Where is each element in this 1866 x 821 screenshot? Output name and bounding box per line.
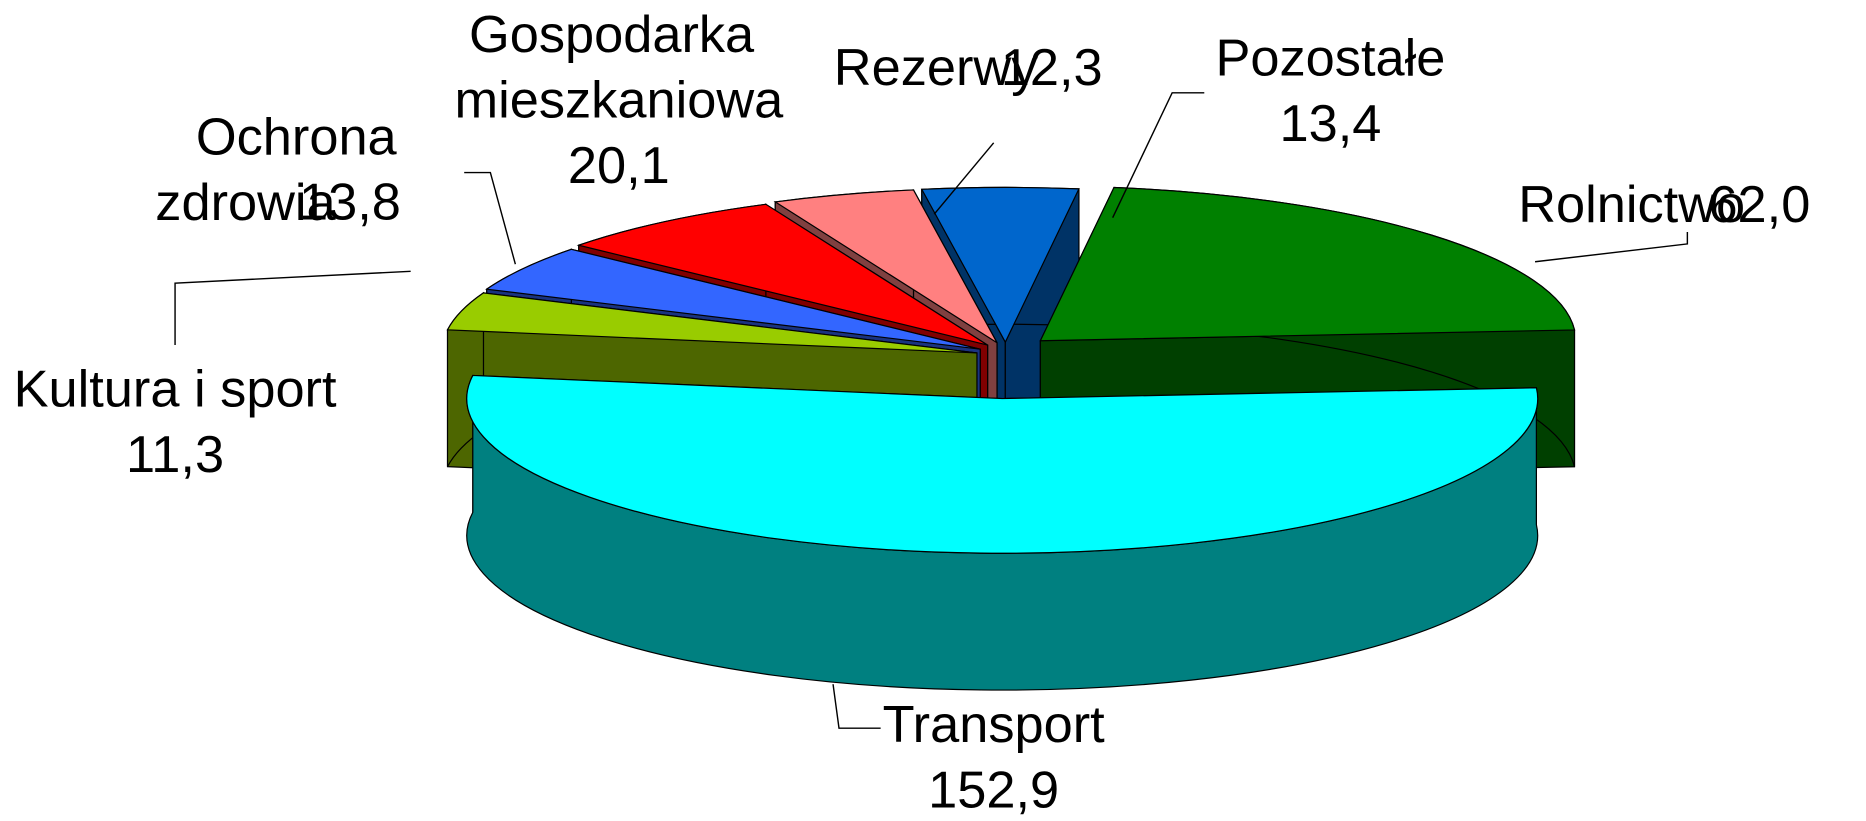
slice-top <box>485 248 981 350</box>
value-label: 13,4 <box>1279 95 1381 153</box>
slice-label: Pozostałe <box>1215 30 1445 88</box>
slice-label: Rezerwy <box>834 39 1038 97</box>
slice-label: Gospodarka mieszkaniowa <box>455 6 785 129</box>
leader-line <box>933 142 995 215</box>
value-label: 13,8 <box>299 174 401 232</box>
label-line: zdrowia <box>155 174 336 232</box>
label-line: mieszkaniowa <box>455 71 785 129</box>
leader-line <box>174 270 411 346</box>
label-line: Gospodarka <box>469 6 769 64</box>
slice-label: Kultura i sport <box>14 360 337 418</box>
value-label: 152,9 <box>928 761 1059 819</box>
slice-label: Rolnictwo <box>1518 176 1745 234</box>
slice-label: Ochrona zdrowia <box>155 108 411 231</box>
leader-line <box>1112 92 1205 219</box>
slice-top <box>466 374 1539 554</box>
slice-top <box>446 292 978 354</box>
slice-label: Transport <box>883 696 1106 754</box>
slice <box>466 374 1539 691</box>
slice-top <box>920 186 1080 344</box>
slice-top <box>773 189 998 344</box>
value-label: 11,3 <box>126 426 224 484</box>
value-label: 62,0 <box>1708 176 1810 234</box>
value-label: 12,3 <box>1001 39 1103 97</box>
label-line: Ochrona <box>196 108 411 166</box>
value-label: 20,1 <box>568 137 670 195</box>
leader-line <box>1534 232 1689 263</box>
leader-line <box>832 684 881 729</box>
leader-line <box>464 171 517 265</box>
slice-top <box>576 203 988 346</box>
slice-top <box>1039 186 1576 342</box>
